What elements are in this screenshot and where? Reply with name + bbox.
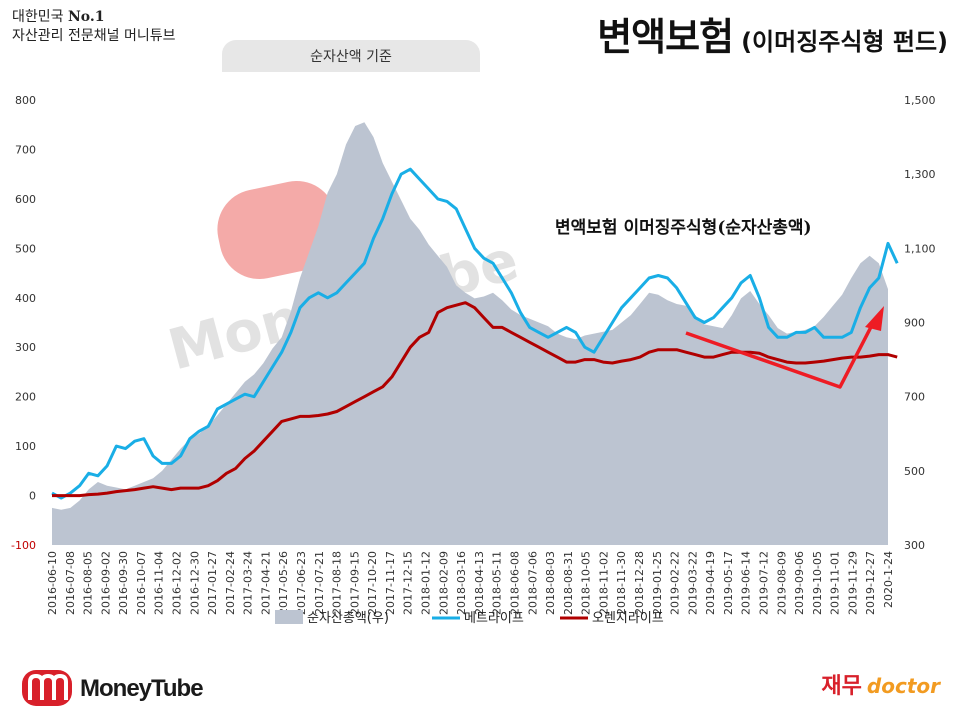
x-tick-label: 2018-04-13 bbox=[473, 551, 486, 615]
left-tick-label: 600 bbox=[15, 193, 36, 206]
x-tick-label: 2017-10-20 bbox=[366, 551, 379, 615]
x-tick-label: 2016-10-07 bbox=[135, 551, 148, 615]
x-tick-label: 2017-08-18 bbox=[331, 551, 344, 615]
x-tick-label: 2017-04-21 bbox=[259, 551, 272, 615]
channel-line2: 자산관리 전문채널 머니튜브 bbox=[12, 28, 176, 44]
right-tick-label: 700 bbox=[904, 391, 925, 404]
left-tick-label: 100 bbox=[15, 440, 36, 453]
x-tick-label: 2019-01-25 bbox=[651, 551, 664, 615]
legend-swatch-area bbox=[275, 610, 303, 624]
x-tick-label: 2017-11-17 bbox=[384, 551, 397, 615]
x-tick-label: 2019-02-22 bbox=[669, 551, 682, 615]
x-tick-label: 2016-12-02 bbox=[171, 551, 184, 615]
x-tick-label: 2017-03-24 bbox=[242, 551, 255, 615]
legend: 순자산총액(우) 메트라이프 오렌지라이프 bbox=[275, 610, 664, 626]
right-tick-label: 900 bbox=[904, 317, 925, 330]
x-tick-label: 2017-09-15 bbox=[348, 551, 361, 615]
right-tick-label: 1,100 bbox=[904, 242, 936, 255]
x-tick-label: 2018-01-12 bbox=[420, 551, 433, 615]
x-tick-label: 2018-12-28 bbox=[633, 551, 646, 615]
x-tick-label: 2016-06-10 bbox=[46, 551, 59, 615]
x-tick-label: 2018-02-09 bbox=[437, 551, 450, 615]
brand-text-b: doctor bbox=[866, 674, 940, 698]
right-tick-label: 300 bbox=[904, 539, 925, 552]
x-tick-label: 2018-10-05 bbox=[580, 551, 593, 615]
x-tick-label: 2019-08-09 bbox=[775, 551, 788, 615]
x-tick-label: 2017-01-27 bbox=[206, 551, 219, 615]
x-tick-label: 2018-11-30 bbox=[615, 551, 628, 615]
x-tick-label: 2019-07-12 bbox=[757, 551, 770, 615]
annotation-layer: 변액보험 이머징주식형(순자산총액) bbox=[555, 217, 884, 389]
left-tick-label: 0 bbox=[29, 490, 36, 503]
x-tick-label: 2019-05-17 bbox=[722, 551, 735, 615]
x-tick-label: 2018-07-06 bbox=[526, 551, 539, 615]
x-tick-label: 2016-07-08 bbox=[64, 551, 77, 615]
trend-arrow bbox=[685, 324, 874, 389]
x-tick-label: 2017-05-26 bbox=[277, 551, 290, 615]
x-tick-label: 2019-04-19 bbox=[704, 551, 717, 615]
x-tick-label: 2017-07-21 bbox=[313, 551, 326, 615]
x-tick-label: 2018-03-16 bbox=[455, 551, 468, 615]
x-tick-label: 2018-11-02 bbox=[597, 551, 610, 615]
left-axis: -100 0 100 200 300 400 500 600 700 800 bbox=[11, 94, 36, 552]
x-tick-label: 2017-02-24 bbox=[224, 551, 237, 615]
x-tick-label: 2019-06-14 bbox=[740, 551, 753, 615]
line-layer bbox=[51, 167, 899, 500]
right-tick-label: 1,500 bbox=[904, 94, 936, 107]
trend-arrow-head bbox=[865, 306, 884, 331]
series-line-metlife bbox=[51, 167, 899, 500]
brand-mark: 재무 doctor bbox=[821, 668, 940, 700]
area-layer bbox=[52, 122, 888, 546]
brand-text-a: 재무 bbox=[821, 674, 862, 699]
moneytube-logo-icon bbox=[22, 670, 72, 706]
x-tick-label: 2018-06-08 bbox=[508, 551, 521, 615]
left-tick-label: 800 bbox=[15, 94, 36, 107]
left-tick-label: 200 bbox=[15, 391, 36, 404]
x-tick-label: 2019-10-05 bbox=[811, 551, 824, 615]
x-tick-label: 2017-06-23 bbox=[295, 551, 308, 615]
title-paren: (이머징주식형 펀드) bbox=[741, 28, 948, 56]
annotation-text: 변액보험 이머징주식형(순자산총액) bbox=[555, 217, 812, 238]
channel-info: 대한민국 No.1 자산관리 전문채널 머니튜브 bbox=[12, 8, 175, 46]
right-tick-label: 1,300 bbox=[904, 168, 936, 181]
legend-label-area: 순자산총액(우) bbox=[307, 611, 389, 626]
x-tick-label: 2016-09-02 bbox=[99, 551, 112, 615]
x-tick-label: 2019-11-01 bbox=[829, 551, 842, 615]
page-title: 변액보험 (이머징주식형 펀드) bbox=[597, 6, 948, 61]
x-tick-label: 2016-09-30 bbox=[117, 551, 130, 615]
legend-label-orangelife: 오렌지라이프 bbox=[592, 611, 664, 626]
fund-chart: MoneyTube -1000100200300400500600700800 … bbox=[11, 94, 936, 626]
left-tick-label: 300 bbox=[15, 341, 36, 354]
left-tick-label: 400 bbox=[15, 292, 36, 305]
x-tick-label: 2018-08-31 bbox=[562, 551, 575, 615]
channel-prefix: 대한민국 bbox=[12, 9, 64, 25]
subtitle-tab: 순자산액 기준 bbox=[222, 40, 480, 72]
right-axis: 300 500 700 900 1,100 1,300 1,500 bbox=[904, 94, 936, 552]
channel-rank: No.1 bbox=[67, 9, 105, 25]
x-tick-label: 2019-09-06 bbox=[793, 551, 806, 615]
series-line-orangelife bbox=[52, 301, 898, 498]
x-tick-label: 2016-08-05 bbox=[82, 551, 95, 615]
x-tick-label: 2016-12-30 bbox=[188, 551, 201, 615]
legend-label-metlife: 메트라이프 bbox=[464, 611, 524, 626]
series-area-net-assets bbox=[52, 122, 888, 546]
x-tick-label: 2017-12-15 bbox=[402, 551, 415, 615]
x-tick-label: 2019-03-22 bbox=[686, 551, 699, 615]
left-tick-label: 700 bbox=[15, 143, 36, 156]
left-tick-label: 500 bbox=[15, 242, 36, 255]
x-tick-label: 2018-08-03 bbox=[544, 551, 557, 615]
x-tick-label: 2020-1-24 bbox=[882, 551, 895, 608]
x-tick-label: 2019-11-29 bbox=[846, 551, 859, 615]
title-main: 변액보험 bbox=[597, 15, 734, 59]
right-tick-label: 500 bbox=[904, 465, 925, 478]
channel-line1: 대한민국 No.1 bbox=[12, 8, 175, 27]
x-axis: 2016-06-10 2016-07-08 2016-08-05 2016-09-02… bbox=[46, 551, 895, 615]
left-tick-label: -100 bbox=[11, 539, 36, 552]
watermark-logo-icon bbox=[217, 180, 339, 280]
x-tick-label: 2016-11-04 bbox=[153, 551, 166, 615]
x-tick-label: 2018-05-11 bbox=[491, 551, 504, 615]
footer-logo-text: MoneyTube bbox=[80, 675, 204, 702]
x-tick-label: 2019-12-27 bbox=[864, 551, 877, 615]
